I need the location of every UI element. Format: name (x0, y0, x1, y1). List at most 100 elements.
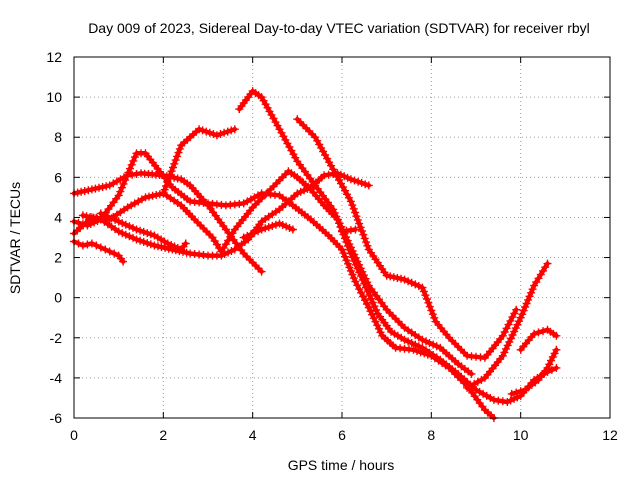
data-point-plus (349, 274, 358, 283)
data-point-plus (159, 189, 168, 198)
series-arc-7 (159, 125, 239, 198)
data-point-plus (80, 187, 89, 195)
data-point-plus (359, 271, 368, 280)
data-point-plus (356, 264, 365, 273)
data-point-plus (339, 249, 348, 258)
data-point-plus (525, 292, 534, 301)
data-point-plus (506, 396, 515, 405)
data-point-plus (338, 245, 346, 254)
data-point-plus (300, 186, 308, 195)
data-point-plus (355, 285, 364, 294)
data-point-plus (343, 190, 351, 199)
data-point-plus (353, 257, 362, 266)
x-tick-label: 6 (338, 427, 346, 443)
data-point-plus (364, 303, 373, 312)
data-point-plus (344, 259, 352, 268)
data-point-plus (357, 227, 366, 235)
y-tick-label: 4 (54, 209, 62, 225)
data-point-plus (126, 164, 134, 173)
data-point-plus (511, 324, 520, 333)
data-point-plus (346, 243, 355, 252)
data-point-plus (167, 167, 176, 176)
data-point-plus (78, 241, 87, 250)
data-point-plus (534, 328, 543, 337)
data-point-plus (364, 181, 373, 190)
data-point-plus (331, 168, 340, 177)
data-point-plus (173, 152, 182, 161)
data-point-plus (96, 209, 105, 218)
data-point-plus (550, 349, 559, 358)
data-point-plus (502, 324, 511, 333)
data-point-plus (102, 182, 111, 191)
data-point-plus (332, 212, 341, 221)
data-point-plus (143, 239, 152, 248)
data-point-plus (121, 176, 130, 185)
data-point-plus (121, 230, 130, 239)
data-point-plus (146, 230, 155, 239)
data-point-plus (416, 348, 425, 357)
data-point-plus (119, 179, 128, 188)
data-point-plus (424, 298, 433, 307)
data-point-plus (500, 328, 509, 336)
data-point-plus (346, 175, 355, 184)
data-point-plus (418, 335, 427, 344)
data-point-plus (367, 294, 375, 303)
x-tick-label: 10 (513, 427, 529, 443)
series-arc-9 (239, 219, 297, 242)
data-point-plus (386, 272, 395, 281)
data-point-plus (82, 212, 91, 221)
data-point-plus (418, 283, 427, 292)
plot-area (70, 87, 561, 422)
data-point-plus (355, 260, 364, 269)
data-point-plus (425, 302, 434, 311)
data-point-plus (516, 387, 525, 396)
series-arc-6 (96, 209, 190, 254)
data-point-plus (510, 327, 519, 336)
data-point-plus (351, 225, 360, 234)
data-point-plus (355, 219, 364, 228)
x-tick-label: 8 (427, 427, 435, 443)
data-point-plus (548, 353, 557, 361)
y-tick-label: -4 (50, 370, 63, 386)
data-point-plus (91, 184, 100, 193)
y-tick-label: 10 (46, 89, 62, 105)
data-point-plus (500, 348, 509, 357)
data-point-plus (129, 156, 138, 165)
data-point-plus (125, 222, 134, 231)
data-point-plus (543, 363, 552, 372)
series-line (71, 169, 559, 405)
data-point-plus (345, 263, 354, 272)
x-tick-label: 0 (70, 427, 78, 443)
data-point-plus (220, 128, 229, 137)
data-point-plus (369, 314, 378, 323)
series-arc-13 (507, 345, 561, 398)
series-arc-4 (70, 167, 561, 406)
data-point-plus (400, 275, 409, 284)
data-point-plus (125, 232, 134, 241)
data-point-plus (157, 243, 166, 252)
data-point-plus (335, 219, 344, 228)
data-point-plus (89, 213, 98, 222)
chart-title: Day 009 of 2023, Sidereal Day-to-day VTE… (88, 20, 590, 36)
series-arc-10 (293, 115, 521, 362)
x-tick-label: 12 (602, 427, 618, 443)
data-point-plus (508, 313, 517, 322)
data-point-plus (419, 287, 428, 296)
data-point-plus (114, 191, 123, 200)
data-point-plus (74, 218, 83, 227)
series-arc-8 (235, 87, 476, 378)
data-point-plus (118, 219, 127, 228)
data-point-plus (411, 340, 420, 349)
data-point-plus (145, 192, 153, 201)
data-point-plus (362, 238, 371, 247)
data-point-plus (136, 226, 145, 235)
data-point-plus (105, 247, 114, 256)
data-point-plus (96, 243, 105, 252)
data-point-plus (351, 277, 360, 286)
data-point-plus (205, 128, 214, 137)
data-point-plus (239, 233, 248, 242)
data-point-plus (198, 126, 207, 135)
data-point-plus (288, 225, 297, 234)
